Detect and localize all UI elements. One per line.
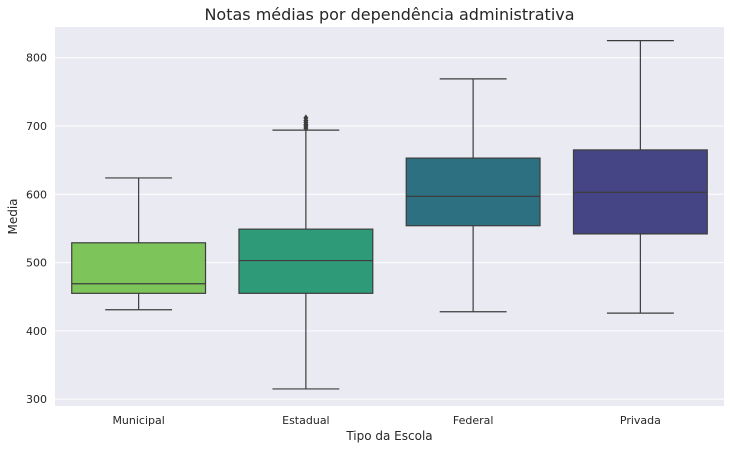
y-tick-label-300: 300 <box>26 393 47 406</box>
chart-title: Notas médias por dependência administrat… <box>204 5 574 24</box>
box-estadual <box>238 114 374 390</box>
x-tick-label-federal: Federal <box>453 414 494 427</box>
box-iqr-federal <box>405 157 541 227</box>
y-tick-label-800: 800 <box>26 52 47 65</box>
y-tick-label-500: 500 <box>26 257 47 270</box>
x-tick-label-estadual: Estadual <box>282 414 330 427</box>
boxes <box>71 40 708 390</box>
y-tick-label-600: 600 <box>26 188 47 201</box>
box-iqr-estadual <box>238 228 374 294</box>
y-tick-label-700: 700 <box>26 120 47 133</box>
box-federal <box>405 78 541 313</box>
y-tick-labels: 300 400 500 600 700 800 <box>26 52 47 406</box>
outlier-estadual-5 <box>303 114 309 122</box>
x-tick-labels: Municipal Estadual Federal Privada <box>112 414 660 427</box>
x-axis-label: Tipo da Escola <box>345 429 432 443</box>
y-tick-label-400: 400 <box>26 325 47 338</box>
box-iqr-municipal <box>71 242 207 294</box>
y-axis-label: Media <box>6 198 20 234</box>
box-privada <box>572 40 708 314</box>
box-municipal <box>71 177 207 311</box>
x-tick-label-privada: Privada <box>620 414 661 427</box>
x-tick-label-municipal: Municipal <box>112 414 164 427</box>
